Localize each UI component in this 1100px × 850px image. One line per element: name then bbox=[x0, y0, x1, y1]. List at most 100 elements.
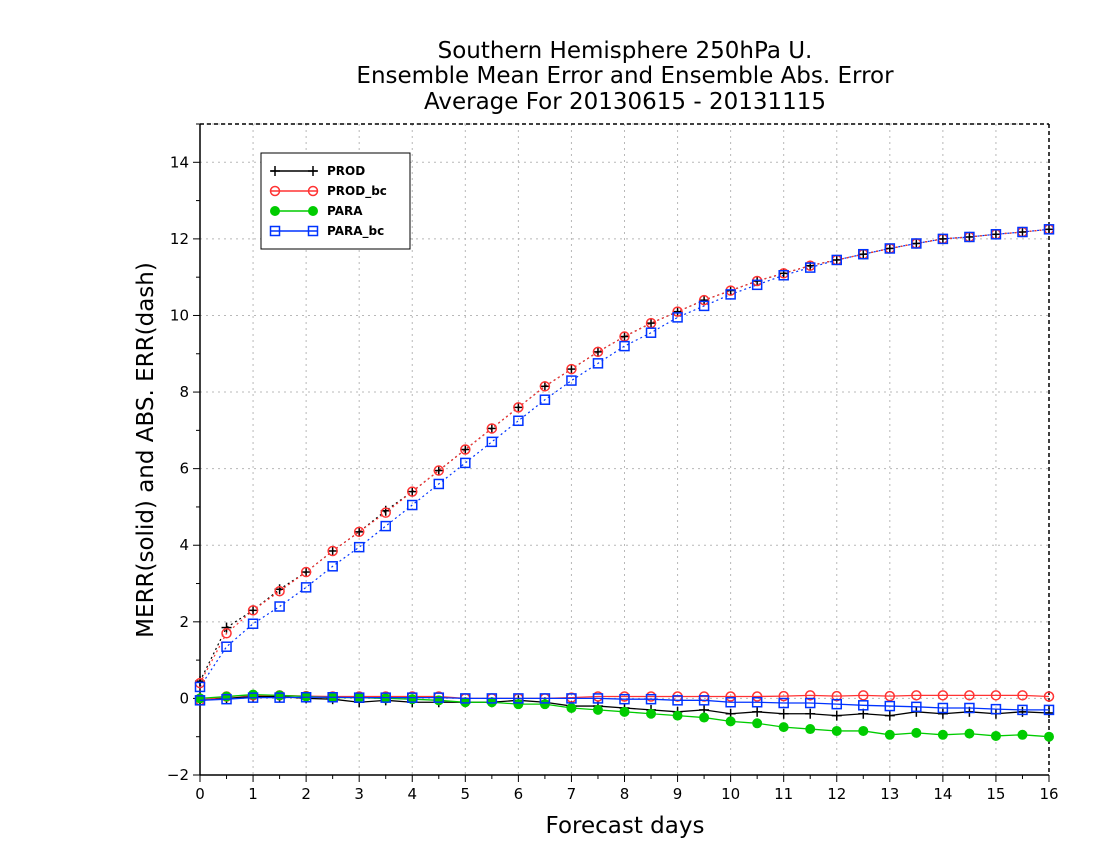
series-para_bc-abs-error-point bbox=[778, 270, 789, 281]
series-prod-abs-error-point bbox=[248, 605, 259, 616]
series-prod_bc-abs-error-point bbox=[274, 585, 285, 597]
series-para_bc-mean-error-point bbox=[247, 692, 259, 703]
series-layer bbox=[194, 224, 1055, 742]
series-para-mean-error-point bbox=[911, 727, 922, 738]
series-para-mean-error-point bbox=[699, 712, 710, 723]
series-para-mean-error-point bbox=[937, 729, 948, 740]
series-prod-mean-error-point bbox=[937, 708, 948, 719]
series-para_bc-mean-error-point bbox=[645, 693, 657, 705]
x-axis-label: Forecast days bbox=[546, 813, 705, 839]
series-para_bc-abs-error-point bbox=[884, 243, 896, 254]
x-tick-label: 3 bbox=[354, 785, 364, 803]
series-para_bc-mean-error-point bbox=[513, 693, 524, 704]
series-prod-abs-error-point bbox=[433, 465, 444, 476]
series-prod_bc-abs-error-point bbox=[380, 507, 391, 518]
series-prod-abs-error-point bbox=[460, 444, 471, 455]
series-prod_bc-abs-error-point bbox=[407, 486, 418, 497]
x-tick-label: 4 bbox=[407, 785, 417, 803]
series-prod-abs-error-point bbox=[1044, 224, 1054, 235]
chart-title: Southern Hemisphere 250hPa U. Ensemble M… bbox=[356, 38, 894, 115]
series-para_bc-mean-error-point bbox=[751, 696, 763, 708]
series-prod-abs-error-point bbox=[301, 567, 312, 578]
series-para_bc-abs-error-point bbox=[751, 279, 763, 291]
series-para_bc-abs-error-point bbox=[433, 478, 445, 490]
series-para_bc-abs-error-point bbox=[990, 229, 1002, 240]
series-prod_bc-abs-error-line bbox=[199, 228, 1050, 684]
series-prod-abs-error-point bbox=[539, 381, 550, 392]
series-para_bc-mean-error-point bbox=[380, 692, 391, 703]
x-tick-label: 0 bbox=[195, 785, 205, 803]
series-prod_bc-mean-error-point bbox=[778, 690, 789, 702]
series-prod_bc-mean-error-point bbox=[990, 690, 1002, 701]
series-prod_bc-abs-error-point bbox=[566, 363, 577, 375]
series-para_bc-mean-error-point bbox=[990, 703, 1002, 715]
series-para_bc-mean-error-point bbox=[884, 700, 896, 712]
series-para_bc-abs-error-point bbox=[672, 312, 683, 323]
y-tick-label: 2 bbox=[179, 613, 189, 631]
legend-label: PROD_bc bbox=[327, 184, 387, 199]
series-para-mean-error-point bbox=[805, 724, 816, 735]
series-prod_bc-abs-error-point bbox=[327, 545, 338, 557]
series-prod-abs-error-point bbox=[911, 238, 922, 249]
series-para_bc-mean-error-point bbox=[327, 692, 338, 703]
series-prod-abs-error-point bbox=[964, 231, 975, 242]
series-prod-abs-error-point bbox=[672, 306, 683, 317]
x-tick-label: 15 bbox=[986, 785, 1005, 803]
series-prod-abs-error-point bbox=[831, 254, 842, 265]
y-tick-label: 10 bbox=[170, 306, 189, 324]
y-tick-label: 14 bbox=[170, 153, 189, 171]
series-para_bc-abs-error-point bbox=[380, 520, 391, 532]
series-prod_bc-mean-error-point bbox=[884, 690, 896, 702]
chart-title-line-1: Southern Hemisphere 250hPa U. bbox=[438, 38, 813, 64]
series-prod-mean-error-point bbox=[752, 706, 763, 717]
series-para-mean-error-point bbox=[858, 725, 869, 736]
chart-title-line-3: Average For 20130615 - 20131115 bbox=[424, 89, 826, 115]
series-prod_bc-mean-error-point bbox=[725, 691, 736, 702]
series-para_bc-mean-error-point bbox=[619, 693, 630, 705]
x-tick-label: 9 bbox=[673, 785, 683, 803]
series-prod-abs-error-point bbox=[937, 233, 948, 244]
x-tick-label: 13 bbox=[880, 785, 899, 803]
series-para-mean-error-point bbox=[1044, 731, 1054, 742]
series-para-mean-error-point bbox=[513, 699, 524, 710]
series-para_bc-mean-error-line bbox=[199, 696, 1049, 711]
series-prod_bc-abs-error-point bbox=[513, 402, 524, 413]
y-axis: −2 0 2 4 6 8 10 12 14 bbox=[167, 123, 200, 784]
series-para_bc-abs-error-point bbox=[247, 618, 259, 629]
legend-marker bbox=[269, 225, 281, 237]
series-para_bc-abs-error-point bbox=[353, 541, 365, 553]
series-para-mean-error-point bbox=[964, 728, 975, 739]
series-prod_bc-abs-error-point bbox=[672, 306, 683, 317]
series-prod-abs-error-point bbox=[407, 486, 418, 497]
series-para-mean-error-point bbox=[274, 690, 285, 701]
series-para_bc-mean-error-point bbox=[194, 695, 206, 706]
series-para_bc-mean-error-point bbox=[858, 700, 869, 711]
legend-marker bbox=[307, 225, 319, 237]
series-para-mean-error-point bbox=[990, 730, 1001, 741]
series-para-mean-error-point bbox=[566, 702, 577, 713]
series-prod_bc-abs-error-point bbox=[539, 381, 551, 392]
series-para_bc-mean-error-point bbox=[698, 695, 710, 706]
series-prod_bc-mean-error-point bbox=[1017, 690, 1028, 701]
legend-label: PARA bbox=[327, 204, 363, 218]
series-para-mean-error-point bbox=[592, 704, 603, 715]
series-para_bc-abs-error-point bbox=[194, 681, 206, 693]
series-para_bc-abs-error-point bbox=[804, 262, 816, 273]
series-para-mean-error-point bbox=[539, 699, 550, 710]
legend-box bbox=[260, 152, 411, 250]
series-para_bc-mean-error-point bbox=[725, 696, 736, 708]
series-para_bc-mean-error-point bbox=[964, 702, 975, 714]
series-para_bc-abs-error-point bbox=[937, 233, 949, 245]
series-para_bc-abs-error-point bbox=[619, 340, 630, 352]
series-para_bc-abs-error-point bbox=[1043, 224, 1055, 235]
series-para_bc-abs-error-point bbox=[221, 641, 232, 652]
series-para_bc-mean-error-point bbox=[221, 693, 232, 705]
y-tick-label: −2 bbox=[167, 766, 189, 784]
series-para_bc-abs-error-point bbox=[327, 561, 338, 572]
x-tick-label: 11 bbox=[774, 785, 793, 803]
x-tick-label: 12 bbox=[827, 785, 846, 803]
series-prod-abs-error-point bbox=[221, 622, 232, 633]
legend-marker bbox=[270, 166, 280, 176]
series-para_bc-mean-error-point bbox=[353, 692, 365, 703]
